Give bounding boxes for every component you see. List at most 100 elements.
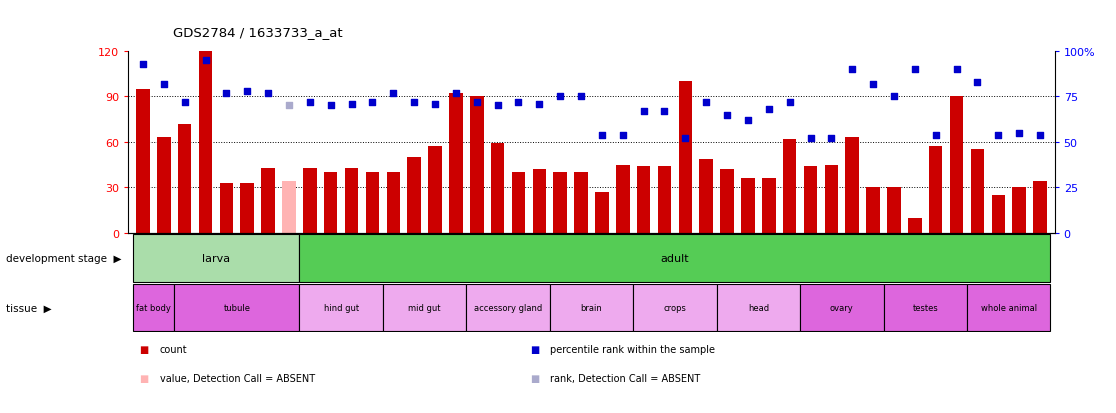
Text: GDS2784 / 1633733_a_at: GDS2784 / 1633733_a_at: [173, 26, 343, 39]
Bar: [366, 173, 379, 233]
Point: [947, 66, 965, 73]
Bar: [783, 140, 797, 233]
Text: tissue  ▶: tissue ▶: [6, 303, 51, 313]
Bar: [466, 284, 550, 332]
Point: [844, 66, 862, 73]
Point: [739, 117, 757, 124]
Bar: [966, 284, 1050, 332]
Point: [969, 79, 987, 86]
Bar: [657, 167, 672, 233]
Bar: [299, 284, 383, 332]
Point: [343, 101, 360, 108]
Point: [822, 135, 840, 142]
Text: ■: ■: [530, 373, 539, 383]
Bar: [595, 192, 608, 233]
Point: [781, 99, 799, 106]
Bar: [741, 179, 754, 233]
Bar: [866, 188, 879, 233]
Text: hind gut: hind gut: [324, 303, 358, 312]
Point: [468, 99, 485, 106]
Bar: [177, 124, 192, 233]
Bar: [220, 183, 233, 233]
Point: [426, 101, 444, 108]
Text: fat body: fat body: [136, 303, 171, 312]
Bar: [199, 52, 212, 233]
Bar: [908, 218, 922, 233]
Text: ■: ■: [140, 373, 148, 383]
Text: ■: ■: [530, 344, 539, 354]
Bar: [157, 138, 171, 233]
Point: [614, 132, 632, 138]
Bar: [136, 90, 150, 233]
Point: [510, 99, 528, 106]
Bar: [383, 284, 466, 332]
Point: [280, 103, 298, 109]
Point: [1010, 130, 1028, 137]
Bar: [304, 168, 317, 233]
Point: [259, 90, 277, 97]
Text: accessory gland: accessory gland: [474, 303, 542, 312]
Point: [655, 108, 673, 115]
Point: [926, 132, 944, 138]
Text: percentile rank within the sample: percentile rank within the sample: [550, 344, 715, 354]
Bar: [554, 173, 567, 233]
Bar: [133, 234, 299, 282]
Bar: [407, 158, 421, 233]
Text: rank, Detection Call = ABSENT: rank, Detection Call = ABSENT: [550, 373, 701, 383]
Bar: [511, 173, 526, 233]
Text: brain: brain: [580, 303, 603, 312]
Bar: [950, 97, 963, 233]
Bar: [991, 195, 1006, 233]
Bar: [324, 173, 337, 233]
Point: [990, 132, 1008, 138]
Point: [384, 90, 402, 97]
Bar: [825, 165, 838, 233]
Bar: [449, 94, 463, 233]
Bar: [345, 168, 358, 233]
Point: [446, 90, 464, 97]
Text: value, Detection Call = ABSENT: value, Detection Call = ABSENT: [160, 373, 315, 383]
Text: mid gut: mid gut: [408, 303, 441, 312]
Text: testes: testes: [913, 303, 939, 312]
Point: [489, 103, 507, 109]
Text: larva: larva: [202, 253, 230, 263]
Point: [1031, 132, 1049, 138]
Point: [155, 81, 173, 88]
Point: [593, 132, 610, 138]
Bar: [240, 183, 254, 233]
Bar: [887, 188, 901, 233]
Point: [196, 57, 214, 64]
Bar: [532, 170, 546, 233]
Bar: [491, 144, 504, 233]
Point: [218, 90, 235, 97]
Bar: [804, 167, 817, 233]
Text: head: head: [748, 303, 769, 312]
Bar: [616, 165, 629, 233]
Point: [635, 108, 653, 115]
Bar: [261, 168, 275, 233]
Point: [175, 99, 193, 106]
Bar: [386, 173, 400, 233]
Bar: [1033, 182, 1047, 233]
Text: whole animal: whole animal: [981, 303, 1037, 312]
Bar: [282, 182, 296, 233]
Bar: [633, 284, 716, 332]
Bar: [846, 138, 859, 233]
Point: [885, 94, 903, 100]
Point: [530, 101, 548, 108]
Bar: [884, 284, 966, 332]
Bar: [1012, 188, 1026, 233]
Text: tubule: tubule: [223, 303, 250, 312]
Bar: [720, 170, 734, 233]
Bar: [429, 147, 442, 233]
Text: ■: ■: [140, 344, 148, 354]
Bar: [762, 179, 776, 233]
Bar: [470, 97, 483, 233]
Point: [321, 103, 339, 109]
Bar: [637, 167, 651, 233]
Bar: [575, 173, 588, 233]
Text: crops: crops: [664, 303, 686, 312]
Point: [760, 107, 778, 113]
Point: [551, 94, 569, 100]
Bar: [174, 284, 299, 332]
